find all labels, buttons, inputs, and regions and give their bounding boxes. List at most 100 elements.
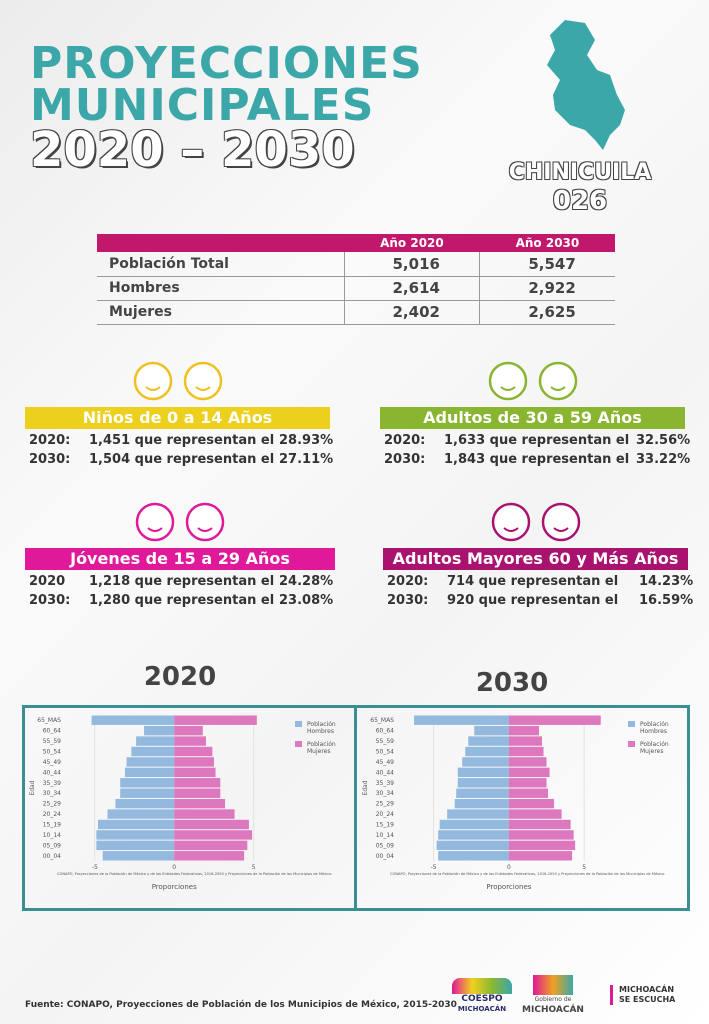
year: 2030: bbox=[29, 593, 71, 608]
group-row: 2030: 920 que representan el 16.59% bbox=[387, 591, 693, 611]
bar bbox=[174, 830, 253, 840]
bar bbox=[115, 798, 175, 809]
bar bbox=[508, 798, 555, 809]
percent: 28.93% bbox=[279, 433, 334, 448]
logo: COESPO MICHOACÁN bbox=[452, 978, 512, 1014]
year: 2030: bbox=[29, 452, 71, 467]
percent: 16.59% bbox=[639, 593, 694, 608]
x-axis-label: Proporciones bbox=[152, 883, 197, 891]
table-row: Hombres 2,614 2,922 bbox=[97, 276, 615, 300]
x-tick-label: 5 bbox=[582, 864, 586, 871]
bar bbox=[174, 788, 221, 798]
count-text: 714 que representan el bbox=[447, 574, 619, 589]
y-tick-label: 40_44 bbox=[376, 769, 394, 776]
logo-text: Gobierno de bbox=[534, 996, 572, 1003]
face-smile bbox=[144, 386, 161, 391]
bar bbox=[174, 757, 214, 767]
bar bbox=[439, 819, 509, 830]
icons bbox=[133, 361, 222, 401]
code: 026 bbox=[552, 186, 608, 216]
count-text: 920 que representan el bbox=[447, 593, 619, 608]
legend-swatch bbox=[628, 721, 635, 727]
table-cell: 2,402 bbox=[343, 300, 480, 324]
group-row: 2030: 1,504 que representan el 27.11% bbox=[29, 450, 333, 470]
bar bbox=[120, 788, 175, 798]
y-tick-label: 50_54 bbox=[43, 749, 61, 756]
bar bbox=[91, 715, 175, 725]
bar bbox=[447, 809, 509, 819]
y-tick-label: 05_09 bbox=[376, 842, 394, 849]
logo-text: COESPO bbox=[461, 994, 503, 1004]
bar bbox=[126, 757, 175, 767]
group-row: 2020 1,218 que representan el 24.28% bbox=[29, 572, 333, 592]
x-axis-label: Proporciones bbox=[486, 883, 531, 891]
bar bbox=[96, 830, 175, 840]
icons bbox=[135, 502, 225, 542]
bar bbox=[508, 830, 574, 840]
y-tick-label: 10_14 bbox=[43, 832, 61, 839]
bar bbox=[124, 767, 175, 778]
y-tick-label: 50_54 bbox=[376, 749, 394, 756]
face-icon bbox=[541, 502, 580, 542]
source: Fuente: CONAPO, Proyecciones de Població… bbox=[25, 1000, 457, 1010]
percent: 32.56% bbox=[636, 433, 691, 448]
bar bbox=[508, 851, 573, 861]
table-cell: 2,614 bbox=[343, 276, 480, 300]
bar bbox=[438, 830, 509, 840]
divider bbox=[354, 708, 357, 908]
icons bbox=[488, 361, 577, 401]
x-tick-label: -5 bbox=[431, 864, 437, 871]
note: CONAPO, Proyecciones de la Población de … bbox=[390, 872, 664, 876]
title-line: PROYECCIONES bbox=[30, 38, 423, 89]
note: CONAPO, Proyecciones de la Población de … bbox=[57, 872, 331, 876]
bar bbox=[468, 736, 509, 746]
bar bbox=[508, 819, 571, 830]
table-cell: 5,016 bbox=[343, 252, 480, 276]
percent: 27.11% bbox=[279, 452, 334, 467]
x-tick-label: 5 bbox=[252, 864, 256, 871]
column-header: Año 2030 bbox=[515, 236, 580, 250]
bar bbox=[174, 851, 245, 861]
y-tick-label: 20_24 bbox=[43, 811, 61, 818]
year: 2030: bbox=[387, 593, 429, 608]
y-axis-label: Edad bbox=[29, 780, 36, 795]
face-smile bbox=[197, 527, 213, 532]
y-tick-label: 10_14 bbox=[376, 832, 394, 839]
year: 2030: bbox=[384, 452, 426, 467]
y-tick-label: 00_04 bbox=[43, 853, 61, 860]
y-tick-label: 30_34 bbox=[376, 790, 394, 797]
bar bbox=[508, 736, 543, 746]
count-text: 1,451 que representan el bbox=[89, 433, 275, 448]
logo-text: SE ESCUCHA bbox=[619, 995, 676, 1004]
year: 2020 bbox=[29, 574, 66, 589]
bar bbox=[174, 778, 221, 788]
bar bbox=[96, 840, 175, 851]
y-tick-label: 05_09 bbox=[43, 842, 61, 849]
bar bbox=[508, 715, 601, 725]
bar bbox=[136, 736, 175, 746]
bar bbox=[174, 736, 206, 746]
y-tick-label: 20_24 bbox=[376, 811, 394, 818]
group-row: 2030: 1,843 que representan el 33.22% bbox=[384, 450, 690, 470]
title-line: MUNICIPALES bbox=[30, 80, 375, 131]
face-smile bbox=[499, 386, 516, 391]
group-row: 2030: 1,280 que representan el 23.08% bbox=[29, 591, 333, 611]
chart-title: 2030 bbox=[475, 668, 549, 698]
face-icon bbox=[185, 502, 225, 542]
legend-swatch bbox=[628, 741, 635, 747]
year: 2020: bbox=[387, 574, 429, 589]
chart-title: 2020 bbox=[143, 662, 217, 692]
group-banner: Adultos de 30 a 59 Años bbox=[380, 407, 685, 429]
chart-frame bbox=[22, 705, 690, 911]
group-row: 2020: 714 que representan el 14.23% bbox=[387, 572, 693, 592]
column-header: Año 2020 bbox=[380, 236, 444, 250]
y-tick-label: 60_64 bbox=[376, 728, 394, 735]
bar bbox=[465, 746, 509, 757]
bar bbox=[174, 840, 248, 851]
count-text: 1,633 que representan el bbox=[444, 433, 630, 448]
x-tick-label: 0 bbox=[507, 864, 511, 871]
map-shape bbox=[547, 20, 625, 150]
bar bbox=[457, 767, 509, 778]
bar bbox=[508, 757, 547, 767]
